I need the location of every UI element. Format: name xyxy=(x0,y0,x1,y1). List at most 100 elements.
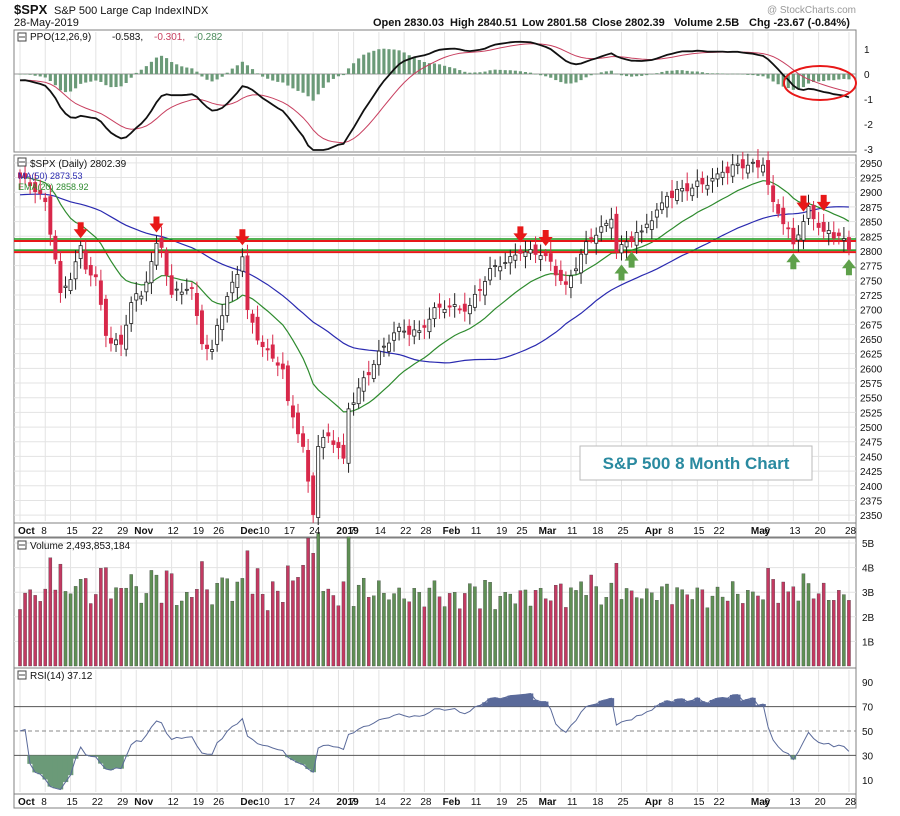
volume-bar-up xyxy=(827,600,831,667)
date-tick-label: 29 xyxy=(117,526,129,537)
candle-up xyxy=(796,234,801,241)
ppo-histogram-bar xyxy=(357,58,361,74)
volume-layer xyxy=(18,532,851,667)
volume-bar-down xyxy=(832,600,836,667)
volume-bar-up xyxy=(730,581,735,667)
candle-up xyxy=(513,254,518,261)
volume-bar-up xyxy=(599,604,603,667)
candle-up xyxy=(316,446,321,518)
support-arrow xyxy=(624,251,639,268)
ppo-histogram-bar xyxy=(827,74,831,81)
volume-bar-up xyxy=(372,595,376,667)
volume-bar-up xyxy=(417,592,422,667)
volume-bar-down xyxy=(847,600,851,667)
ppo-histogram-bar xyxy=(412,57,416,74)
volume-bar-up xyxy=(442,606,447,667)
ppo-histogram-bar xyxy=(220,74,224,77)
date-tick-label: Feb xyxy=(443,797,461,808)
ppo-tick-label: 0 xyxy=(864,70,870,81)
date-tick-label: 26 xyxy=(213,526,225,537)
candle-up xyxy=(609,218,614,229)
volume-bar-down xyxy=(43,588,47,667)
ppo-histogram-bar xyxy=(230,68,234,74)
ppo-histogram-bar xyxy=(341,74,346,76)
candle-down xyxy=(836,232,841,237)
volume-bar-up xyxy=(796,600,801,667)
volume-tick-label: 4B xyxy=(862,564,875,575)
volume-bar-down xyxy=(255,568,260,667)
candle-down xyxy=(260,341,265,348)
resistance-arrow xyxy=(73,222,88,239)
candle-down xyxy=(290,405,295,418)
ppo-histogram-bar xyxy=(640,74,644,76)
date-tick-label: Dec xyxy=(240,797,259,808)
date-tick-label: 25 xyxy=(516,797,528,808)
resistance-arrow xyxy=(796,195,811,212)
candle-up xyxy=(483,281,487,296)
date-tick-label: 18 xyxy=(592,526,604,537)
exchange-label: INDX xyxy=(182,5,209,17)
ppo-histogram-bar xyxy=(104,74,108,86)
volume-bar-down xyxy=(53,589,58,667)
volume-bar-up xyxy=(240,578,245,667)
candle-up xyxy=(761,164,765,173)
candle-up xyxy=(351,402,356,405)
ppo-histogram-bar xyxy=(235,65,239,74)
volume-bar-up xyxy=(427,587,432,667)
ppo-histogram-bar xyxy=(832,74,836,81)
candle-down xyxy=(462,303,467,312)
ppo-histogram-bar xyxy=(847,74,851,80)
price-layer xyxy=(14,149,856,526)
volume-bar-up xyxy=(412,588,416,667)
ppo-histogram-bar xyxy=(710,73,715,74)
volume-bar-down xyxy=(33,595,37,667)
ppo-histogram-bar xyxy=(180,66,184,74)
candle-up xyxy=(230,281,235,294)
candle-down xyxy=(83,250,88,270)
volume-value: Volume 2.5B xyxy=(674,17,739,29)
price-tick-label: 2525 xyxy=(860,408,883,419)
ppo-histogram-bar xyxy=(38,74,42,77)
candle-up xyxy=(184,288,189,291)
date-tick-label: 25 xyxy=(617,797,629,808)
volume-bar-up xyxy=(650,592,654,667)
candle-up xyxy=(826,230,831,234)
volume-tick-label: 1B xyxy=(862,637,875,648)
ppo-histogram-bar xyxy=(619,74,624,76)
ppo-histogram-bar xyxy=(665,70,669,74)
candle-down xyxy=(831,232,836,239)
ppo-tick-label: -3 xyxy=(864,145,873,156)
candle-down xyxy=(670,190,675,199)
ppo-histogram-bar xyxy=(326,74,330,83)
candle-up xyxy=(680,188,685,192)
candle-up xyxy=(634,232,639,246)
ppo-histogram-bar xyxy=(336,74,341,77)
candle-down xyxy=(791,227,796,245)
ppo-histogram-bar xyxy=(700,72,704,74)
price-tick-label: 2700 xyxy=(860,306,883,317)
date-tick-label: 22 xyxy=(92,526,104,537)
candle-up xyxy=(154,242,159,266)
ppo-histogram-bar xyxy=(377,49,381,74)
ppo-histogram-bar xyxy=(63,74,68,93)
ppo-histogram-bar xyxy=(554,74,558,81)
candle-up xyxy=(215,325,220,345)
price-label: $SPX (Daily) 2802.39 xyxy=(30,159,127,170)
volume-bar-up xyxy=(377,580,381,667)
date-tick-label: 8 xyxy=(41,797,47,808)
candle-down xyxy=(103,298,108,336)
price-tick-label: 2850 xyxy=(860,218,883,229)
ppo-histogram-bar xyxy=(822,74,826,82)
volume-bar-down xyxy=(260,594,265,667)
candle-up xyxy=(78,245,83,259)
price-tick-label: 2575 xyxy=(860,379,883,390)
ppo-histogram-bar xyxy=(392,49,396,74)
candle-down xyxy=(306,449,311,482)
candle-up xyxy=(452,304,457,307)
ppo-histogram-bar xyxy=(736,73,740,75)
price-tick-label: 2625 xyxy=(860,350,883,361)
ppo-histogram-bar xyxy=(210,74,214,82)
rsi-label: RSI(14) 37.12 xyxy=(30,671,93,682)
volume-bar-down xyxy=(286,565,290,667)
date-tick-label: 8 xyxy=(668,526,674,537)
